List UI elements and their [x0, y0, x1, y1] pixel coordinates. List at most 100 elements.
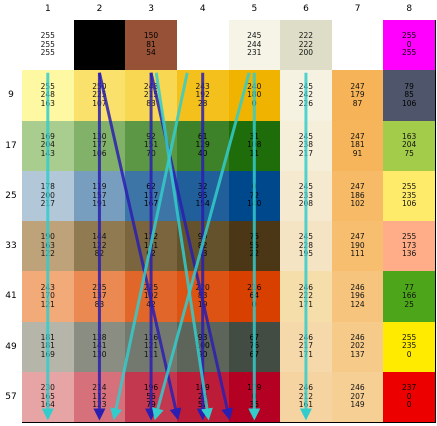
color-swatch-r6-c5: 216 64 0 — [228, 271, 282, 323]
color-swatch-r7-c4: 93 100 90 — [176, 321, 230, 373]
color-swatch-r1-c7 — [331, 20, 385, 72]
color-swatch-r4-c8: 255 235 106 — [383, 170, 436, 222]
color-swatch-r2-c7: 247 179 87 — [331, 70, 385, 122]
rgb-value: 40 — [197, 148, 208, 158]
rgb-value: 255 — [40, 39, 55, 49]
rgb-value: 111 — [350, 249, 365, 259]
rgb-value: 208 — [298, 199, 314, 209]
rgb-values: 75 55 22 — [250, 233, 260, 259]
color-swatch-r5-c4: 99 82 43 — [176, 221, 230, 273]
rgb-value: 166 — [402, 291, 417, 301]
rgb-value: 255 — [402, 182, 417, 192]
rgb-value: 143 — [40, 148, 55, 158]
rgb-value: 246 — [350, 332, 365, 342]
rgb-values: 122 101 62 — [144, 233, 158, 259]
color-swatch-r7-c6: 246 217 171 — [280, 321, 333, 373]
rgb-values: 163 204 75 — [402, 132, 416, 159]
rgb-values: 246 212 161 — [299, 384, 313, 410]
rgb-value: 137 — [350, 349, 365, 359]
rgb-value: 222 — [298, 31, 314, 41]
rgb-values: 67 76 67 — [250, 333, 260, 360]
rgb-value: 164 — [40, 400, 55, 410]
rgb-value: 200 — [298, 48, 314, 58]
rgb-values: 222 222 200 — [299, 32, 313, 58]
rgb-values: 245 233 208 — [299, 183, 313, 209]
color-swatch-r7-c8: 255 235 0 — [383, 321, 436, 373]
rgb-values: 247 179 87 — [350, 81, 365, 109]
rgb-values: 235 137 83 — [92, 283, 106, 310]
color-swatch-r3-c1: 169 204 143 — [22, 120, 75, 172]
row-header-5: 41 — [5, 291, 17, 302]
rgb-value: 235 — [402, 190, 417, 200]
rgb-value: 122 — [40, 249, 55, 259]
rgb-value: 106 — [402, 199, 417, 209]
color-swatch-r6-c6: 246 222 171 — [280, 271, 333, 323]
color-swatch-r8-c1: 230 165 164 — [22, 371, 75, 423]
rgb-value: 190 — [350, 240, 365, 250]
rgb-value: 42 — [146, 299, 156, 309]
column-header-8: 8 — [406, 4, 413, 14]
color-swatch-r5-c1: 190 163 122 — [22, 221, 75, 273]
rgb-value: 107 — [92, 98, 107, 108]
color-swatch-r4-c3: 62 117 167 — [125, 170, 178, 222]
color-swatch-r2-c2: 250 225 107 — [73, 70, 127, 122]
color-swatch-r2-c8: 79 85 106 — [383, 70, 436, 122]
color-swatch-r3-c3: 92 151 70 — [125, 120, 178, 172]
rgb-values: 246 217 171 — [299, 333, 313, 360]
rgb-values: 0 72 140 — [247, 183, 261, 209]
rgb-values: 246 196 124 — [350, 283, 364, 310]
rgb-value: 140 — [247, 199, 262, 209]
rgb-values: 179 0 35 — [247, 384, 261, 410]
rgb-value: 244 — [247, 39, 262, 49]
color-swatch-r4-c2: 119 157 191 — [73, 170, 127, 222]
row-header-3: 25 — [5, 190, 17, 201]
rgb-values: 246 222 171 — [299, 283, 313, 310]
rgb-value: 77 — [404, 282, 414, 292]
rgb-value: 149 — [350, 400, 365, 410]
rgb-values: 247 186 102 — [350, 183, 364, 209]
color-swatch-r8-c4: 189 28 57 — [176, 371, 230, 423]
rgb-values: 248 215 83 — [144, 82, 158, 109]
column-header-7: 7 — [354, 4, 361, 14]
rgb-value: 0 — [251, 98, 257, 108]
rgb-value: 11 — [249, 148, 260, 158]
rgb-values: 62 117 167 — [144, 183, 158, 209]
rgb-values: 243 170 121 — [41, 283, 55, 310]
color-swatch-r2-c1: 255 248 163 — [22, 70, 75, 122]
rgb-values: 240 180 0 — [247, 82, 261, 109]
row-header-4: 33 — [5, 241, 17, 252]
rgb-value: 195 — [298, 249, 314, 259]
rgb-value: 226 — [298, 98, 314, 108]
rgb-value: 123 — [92, 400, 107, 410]
color-swatch-r1-c5: 245 244 231 — [228, 20, 282, 72]
rgb-values: 245 228 195 — [299, 233, 313, 259]
rgb-values: 246 202 137 — [350, 332, 365, 360]
color-swatch-r4-c7: 247 186 102 — [331, 170, 385, 222]
rgb-value: 111 — [143, 349, 159, 359]
color-swatch-r7-c7: 246 202 137 — [331, 321, 385, 373]
color-swatch-r8-c5: 179 0 35 — [228, 371, 282, 423]
rgb-value: 247 — [350, 81, 365, 91]
color-swatch-r3-c7: 247 181 91 — [331, 120, 385, 172]
rgb-values: 93 100 90 — [196, 333, 210, 360]
rgb-value: 255 — [40, 31, 55, 41]
rgb-values: 61 129 40 — [196, 132, 210, 159]
color-swatch-r3-c6: 245 238 217 — [280, 120, 333, 172]
rgb-values: 79 85 106 — [402, 82, 416, 109]
rgb-values: 247 181 91 — [350, 132, 364, 159]
color-swatch-r1-c6: 222 222 200 — [280, 20, 333, 72]
rgb-values: 250 225 107 — [92, 82, 107, 109]
rgb-value: 0 — [406, 400, 412, 410]
color-swatch-r3-c5: 31 108 11 — [228, 120, 282, 172]
rgb-value: 237 — [402, 383, 417, 393]
rgb-values: 247 190 111 — [350, 233, 364, 259]
color-swatch-r7-c3: 116 121 111 — [125, 321, 178, 373]
rgb-values: 255 235 0 — [402, 333, 416, 360]
rgb-values: 220 83 19 — [196, 283, 210, 310]
rgb-value: 217 — [40, 199, 55, 209]
rgb-value: 246 — [350, 383, 365, 393]
rgb-value: 81 — [146, 39, 156, 49]
color-swatch-r1-c3: 150 81 54 — [125, 20, 178, 72]
rgb-value: 150 — [143, 31, 159, 41]
color-swatch-r8-c8: 237 0 0 — [383, 371, 436, 423]
